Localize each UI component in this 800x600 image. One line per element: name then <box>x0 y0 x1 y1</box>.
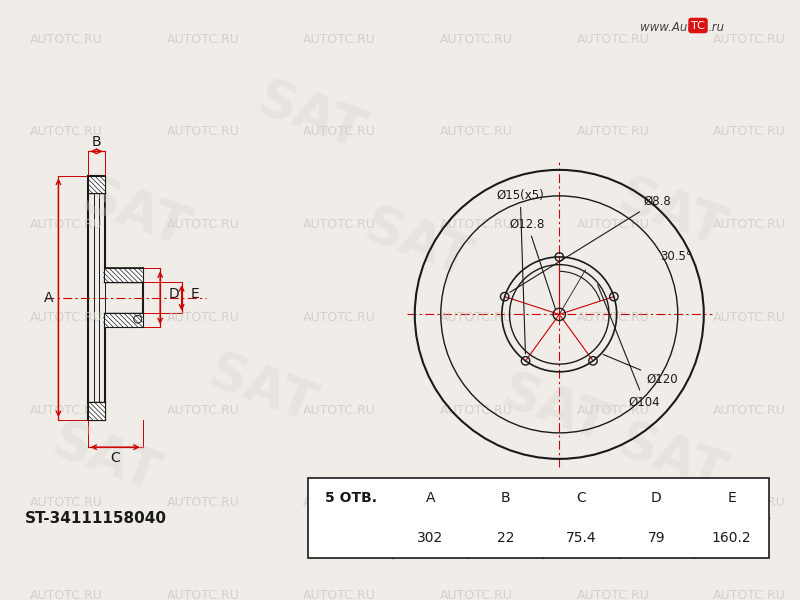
Text: AUTOTC.RU: AUTOTC.RU <box>440 404 513 416</box>
Text: AUTOTC.RU: AUTOTC.RU <box>440 589 513 600</box>
Text: AUTOTC.RU: AUTOTC.RU <box>30 589 102 600</box>
Text: B: B <box>92 134 102 149</box>
Text: 22: 22 <box>497 532 514 545</box>
Text: SAT: SAT <box>201 347 322 434</box>
Text: AUTOTC.RU: AUTOTC.RU <box>440 32 513 46</box>
Text: D: D <box>651 491 662 505</box>
Text: SAT: SAT <box>44 416 166 502</box>
Text: SAT: SAT <box>357 201 478 287</box>
Bar <box>103 268 142 282</box>
Text: D: D <box>169 287 180 301</box>
Text: Ø120: Ø120 <box>603 355 678 385</box>
Text: AUTOTC.RU: AUTOTC.RU <box>714 311 786 324</box>
Text: AUTOTC.RU: AUTOTC.RU <box>577 311 650 324</box>
Text: SAT: SAT <box>610 172 733 258</box>
Text: AUTOTC.RU: AUTOTC.RU <box>166 32 239 46</box>
Text: SAT: SAT <box>610 416 733 502</box>
Text: AUTOTC.RU: AUTOTC.RU <box>303 496 376 509</box>
Text: AUTOTC.RU: AUTOTC.RU <box>303 32 376 46</box>
Text: SAT: SAT <box>250 74 371 161</box>
Text: AUTOTC.RU: AUTOTC.RU <box>30 311 102 324</box>
Text: 5 ОТВ.: 5 ОТВ. <box>325 491 377 505</box>
Text: ST-34111158040: ST-34111158040 <box>25 511 166 526</box>
Text: AUTOTC.RU: AUTOTC.RU <box>714 32 786 46</box>
Text: AUTOTC.RU: AUTOTC.RU <box>714 404 786 416</box>
Text: AUTOTC.RU: AUTOTC.RU <box>577 32 650 46</box>
Text: AUTOTC.RU: AUTOTC.RU <box>166 218 239 231</box>
Text: AUTOTC.RU: AUTOTC.RU <box>577 125 650 139</box>
Text: AUTOTC.RU: AUTOTC.RU <box>30 404 102 416</box>
Text: AUTOTC.RU: AUTOTC.RU <box>714 125 786 139</box>
Text: AUTOTC.RU: AUTOTC.RU <box>440 311 513 324</box>
Text: 160.2: 160.2 <box>712 532 751 545</box>
Text: Ø104: Ø104 <box>598 284 660 409</box>
Text: AUTOTC.RU: AUTOTC.RU <box>440 125 513 139</box>
Text: AUTOTC.RU: AUTOTC.RU <box>30 218 102 231</box>
Text: www.Auto: www.Auto <box>640 22 699 34</box>
Text: AUTOTC.RU: AUTOTC.RU <box>166 404 239 416</box>
Text: AUTOTC.RU: AUTOTC.RU <box>714 496 786 509</box>
Text: AUTOTC.RU: AUTOTC.RU <box>714 218 786 231</box>
Text: AUTOTC.RU: AUTOTC.RU <box>166 496 239 509</box>
Text: AUTOTC.RU: AUTOTC.RU <box>577 218 650 231</box>
Text: AUTOTC.RU: AUTOTC.RU <box>303 218 376 231</box>
Text: 30.5°: 30.5° <box>661 250 692 263</box>
Text: SAT: SAT <box>494 367 615 454</box>
Bar <box>88 402 106 420</box>
Text: AUTOTC.RU: AUTOTC.RU <box>714 589 786 600</box>
Text: AUTOTC.RU: AUTOTC.RU <box>303 589 376 600</box>
Text: AUTOTC.RU: AUTOTC.RU <box>166 125 239 139</box>
Text: AUTOTC.RU: AUTOTC.RU <box>577 404 650 416</box>
Text: AUTOTC.RU: AUTOTC.RU <box>30 32 102 46</box>
Text: A: A <box>44 291 54 305</box>
Text: AUTOTC.RU: AUTOTC.RU <box>303 125 376 139</box>
Text: C: C <box>110 451 120 465</box>
Text: C: C <box>576 491 586 505</box>
Text: E: E <box>190 287 199 301</box>
Text: AUTOTC.RU: AUTOTC.RU <box>577 589 650 600</box>
Text: A: A <box>426 491 435 505</box>
Text: 79: 79 <box>647 532 665 545</box>
Text: AUTOTC.RU: AUTOTC.RU <box>30 496 102 509</box>
Text: 75.4: 75.4 <box>566 532 596 545</box>
Text: 302: 302 <box>418 532 444 545</box>
Text: AUTOTC.RU: AUTOTC.RU <box>166 311 239 324</box>
Text: Ø12.8: Ø12.8 <box>510 218 555 308</box>
Text: AUTOTC.RU: AUTOTC.RU <box>440 496 513 509</box>
Text: E: E <box>727 491 736 505</box>
Text: TC: TC <box>691 20 705 31</box>
Bar <box>103 313 142 327</box>
Text: AUTOTC.RU: AUTOTC.RU <box>440 218 513 231</box>
Bar <box>308 478 769 559</box>
Text: B: B <box>501 491 510 505</box>
Text: AUTOTC.RU: AUTOTC.RU <box>166 589 239 600</box>
Text: AUTOTC.RU: AUTOTC.RU <box>30 125 102 139</box>
Text: Ø15(x5): Ø15(x5) <box>496 189 544 354</box>
Text: Ø8.8: Ø8.8 <box>510 194 671 292</box>
Text: SAT: SAT <box>74 172 195 258</box>
Text: AUTOTC.RU: AUTOTC.RU <box>577 496 650 509</box>
Bar <box>88 176 106 193</box>
Text: AUTOTC.RU: AUTOTC.RU <box>303 311 376 324</box>
Text: AUTOTC.RU: AUTOTC.RU <box>303 404 376 416</box>
Text: .ru: .ru <box>709 22 725 34</box>
